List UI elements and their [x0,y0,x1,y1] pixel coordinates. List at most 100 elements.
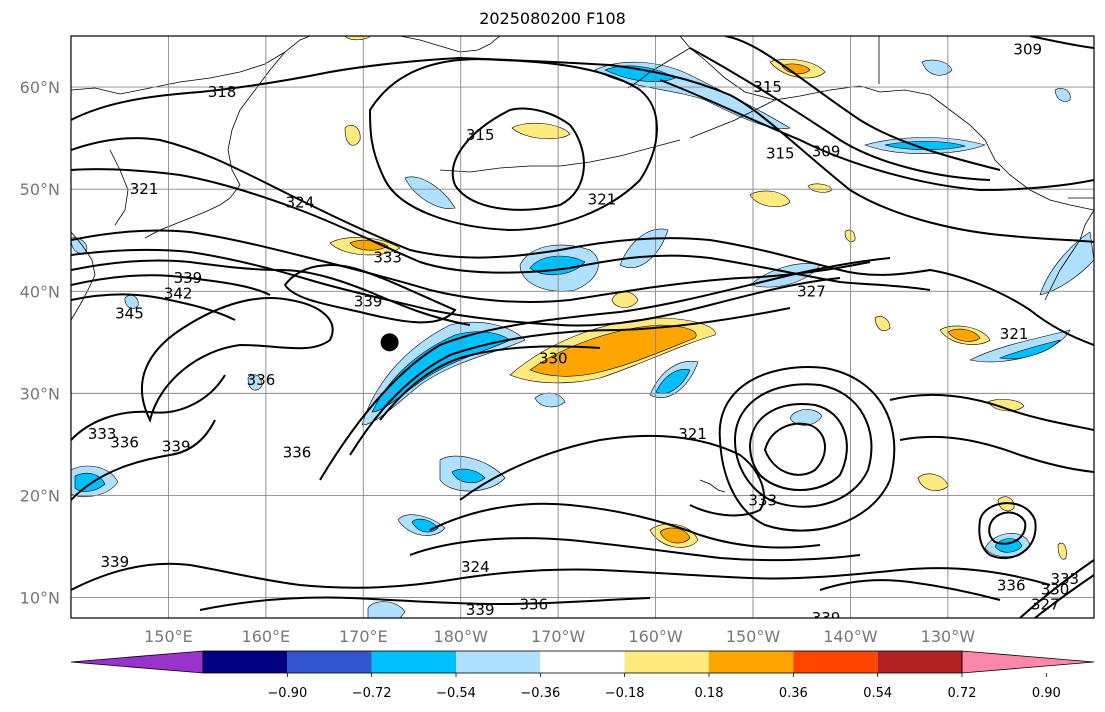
latitude-tick-labels: 10°N 20°N 30°N 40°N 50°N 60°N [20,78,60,608]
contour-318 [71,56,1094,243]
colorbar-tick-label: 0.36 [779,686,808,701]
contour-336 [71,274,271,296]
contour-330 [71,248,841,327]
contour-subtrop-3 [409,537,861,562]
colorbar-outline [202,650,963,674]
contour-south-1 [71,562,1051,591]
contour-se-loop-2 [978,502,1037,560]
contour-low-2 [748,403,848,491]
pos-anomaly-east-1-core [947,328,981,342]
colorbar-segment [877,651,962,673]
coastline-kamchatka [219,51,286,206]
neg-anomaly-subtrop-core [655,369,691,394]
contour-309 [724,36,1001,171]
contour-label: 333 [373,249,402,267]
contour-se-corner [1019,559,1094,618]
contour-label: 339 [812,609,841,627]
map-title: 2025080200 F108 [479,9,626,28]
contour-label: 321 [1000,325,1029,343]
contour-309-ne [1029,36,1094,49]
contour-336-south [71,374,226,441]
pos-anomaly-east-2 [749,190,791,208]
lon-tick-label: 180°W [434,627,489,646]
coastline-sakhalin [109,149,129,226]
neg-anomaly-w-edge-core [74,472,106,492]
contour-south-2 [199,596,651,611]
longitude-tick-labels: 150°E 160°E 170°E 180°W 170°W 160°W 150°W 140°W… [144,627,975,646]
contour-label: 315 [766,144,795,162]
colorbar-tick-label: 0.18 [695,686,724,701]
contour-321 [71,137,1094,346]
colorbar-segment [540,651,625,673]
contour-label: 336 [110,433,139,451]
lat-tick-label: 50°N [20,180,60,199]
contour-339-south [71,419,216,501]
lon-tick-label: 130°W [921,627,976,646]
contour-label: 309 [1013,40,1042,58]
pos-anomaly-se-2 [1057,542,1067,560]
contour-label: 336 [602,619,631,637]
colorbar-tick-label: 0.72 [948,686,977,701]
contour-315 [451,107,585,211]
colorbar-tick-label: 0.90 [1032,686,1061,701]
contour-label: 333 [88,425,117,443]
contour-label: 327 [797,282,826,300]
pos-anomaly-central-pac-core [529,324,697,377]
colorbar-segment [624,651,709,673]
neg-anomaly-small-2 [921,59,953,76]
contour-label: 330 [1041,580,1070,598]
pos-anomaly-east-6 [344,125,361,146]
contour-label: 336 [997,576,1026,594]
contour-label: 309 [812,142,841,160]
contour-333 [71,259,471,326]
lat-tick-label: 60°N [20,78,60,97]
contour-label: 324 [461,558,490,576]
contour-315-b [659,79,1094,192]
neg-anomaly-small-6 [1054,88,1071,102]
contour-se-corner-2 [1034,574,1094,618]
contour-label: 321 [678,425,707,443]
map-frame [70,35,1095,619]
colorbar-tick-label: −0.54 [436,686,476,701]
contour-label: 345 [115,305,144,323]
coastline-japan [71,231,96,321]
pos-anomaly-n-1 [807,183,833,193]
coastline-russia-far-east [71,36,311,95]
contour-label: 315 [466,126,495,144]
neg-anomaly-alaska-core [884,141,967,150]
contour-339-mid [283,264,457,324]
colorbar-segment [456,651,541,673]
location-marker [380,333,399,352]
lon-tick-label: 150°E [144,627,193,646]
contour-label: 333 [1050,570,1079,588]
contour-subtrop-2 [429,502,821,549]
political-boundaries [878,36,1094,199]
colorbar-tick-label: −0.90 [267,686,307,701]
colorbar-extend-low [70,650,204,674]
neg-anomaly-south-1 [367,601,406,618]
neg-anomaly-w-coast [1039,231,1094,296]
contour-label: 336 [283,444,312,462]
contour-label: 336 [519,596,548,614]
colorbar-extend-high [961,650,1095,674]
contour-label: 339 [174,269,203,287]
contour-321-loop [368,58,658,232]
contour-label: 339 [354,292,383,310]
colorbar-segment [203,651,288,673]
neg-anomaly-east [969,329,1071,363]
contour-subtrop-1 [459,434,765,517]
lon-tick-label: 170°W [531,627,586,646]
map-background [71,36,1094,618]
colorbar-segment [709,651,794,673]
contour-label: 339 [101,553,130,571]
contour-jet-1 [319,257,891,481]
contour-label: 342 [164,284,193,302]
colorbar-tick-labels: −0.90 −0.72 −0.54 −0.36 −0.18 0.18 0.36 0.54 0.7… [267,673,1061,701]
lat-tick-label: 30°N [20,384,60,403]
coastline-hawaii [699,479,726,493]
neg-anomaly-kamchatka [404,176,456,209]
contour-low-1 [763,422,826,476]
